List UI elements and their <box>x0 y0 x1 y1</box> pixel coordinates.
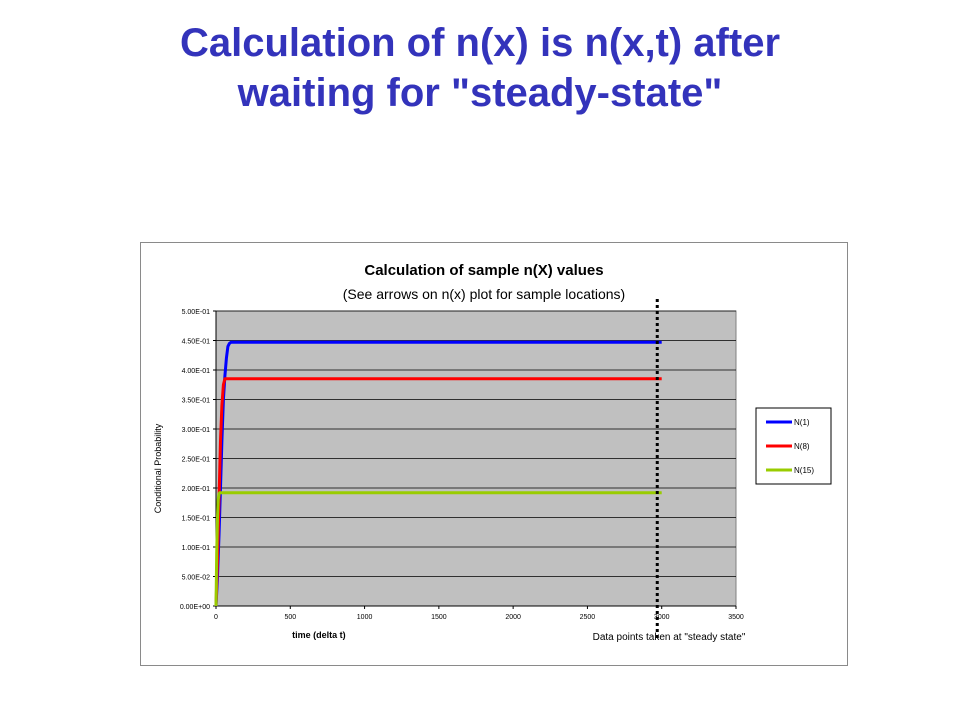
x-tick-label: 3500 <box>728 614 744 621</box>
legend-label: N(8) <box>794 442 810 451</box>
x-tick-label: 2000 <box>505 614 521 621</box>
slide-title: Calculation of n(x) is n(x,t) after wait… <box>0 18 960 118</box>
x-tick-label: 3000 <box>654 614 670 621</box>
x-tick-label: 500 <box>284 614 296 621</box>
y-tick-label: 4.50E-01 <box>182 339 211 346</box>
y-tick-label: 1.00E-01 <box>182 545 211 552</box>
x-tick-label: 1000 <box>357 614 373 621</box>
y-tick-label: 0.00E+00 <box>180 604 210 611</box>
y-tick-label: 5.00E-01 <box>182 309 211 316</box>
y-tick-label: 5.00E-02 <box>182 575 211 582</box>
y-tick-label: 4.00E-01 <box>182 368 211 375</box>
chart-subtitle: (See arrows on n(x) plot for sample loca… <box>343 286 625 302</box>
y-tick-label: 3.00E-01 <box>182 427 211 434</box>
y-axis-label: Conditional Probability <box>153 423 163 513</box>
steady-state-annotation: Data points taken at "steady state" <box>593 632 746 643</box>
x-tick-label: 0 <box>214 614 218 621</box>
slide-title-line-1: Calculation of n(x) is n(x,t) after <box>179 21 781 65</box>
x-tick-label: 2500 <box>580 614 596 621</box>
chart-title: Calculation of sample n(X) values <box>364 262 603 279</box>
x-axis-label: time (delta t) <box>292 630 346 640</box>
chart-frame: Calculation of sample n(X) values (See a… <box>140 242 848 666</box>
slide-title-line-2: waiting for "steady-state" <box>237 71 723 115</box>
line-chart: Calculation of sample n(X) values (See a… <box>153 262 832 643</box>
x-tick-label: 1500 <box>431 614 447 621</box>
y-tick-label: 1.50E-01 <box>182 516 211 523</box>
y-tick-label: 2.50E-01 <box>182 457 211 464</box>
legend-label: N(1) <box>794 418 810 427</box>
legend-label: N(15) <box>794 466 814 475</box>
y-tick-label: 3.50E-01 <box>182 398 211 405</box>
y-tick-label: 2.00E-01 <box>182 486 211 493</box>
series-line-N(15) <box>214 491 662 607</box>
